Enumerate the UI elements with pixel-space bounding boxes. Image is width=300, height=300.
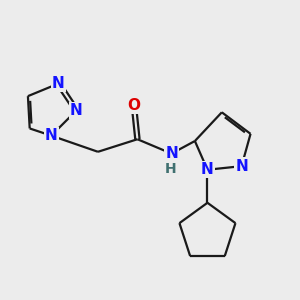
Text: N: N [70,103,83,118]
Text: N: N [45,128,58,143]
Text: H: H [165,162,177,176]
Text: N: N [165,146,178,161]
Text: N: N [201,162,214,177]
Text: N: N [235,159,248,174]
Text: N: N [52,76,65,91]
Text: O: O [127,98,140,112]
